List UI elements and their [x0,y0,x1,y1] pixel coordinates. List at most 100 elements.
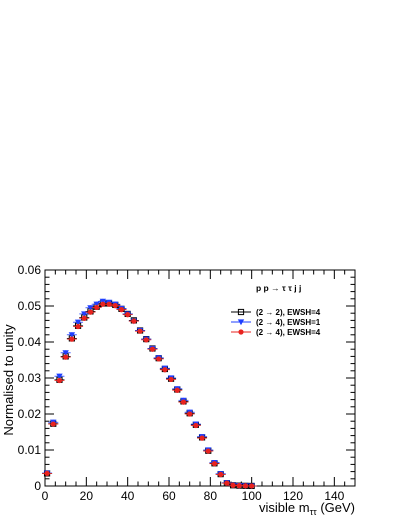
marker-triangle [81,311,88,318]
marker-circle [69,336,75,342]
data-point [230,482,236,488]
data-point [149,346,156,352]
marker-circle [218,471,224,478]
data-point [118,307,125,313]
marker-circle [249,483,255,489]
data-point [125,312,131,318]
marker-circle [94,304,100,311]
data-point [249,483,255,489]
data-point [56,377,63,384]
series-0 [42,300,257,490]
marker-circle [125,312,131,318]
x-axis-title-subscript: ττ [310,507,318,517]
data-point [81,315,87,321]
marker-circle [156,356,162,362]
series-2 [42,301,257,489]
data-point [62,350,69,356]
tick-labels: 0 20 40 60 80 100 120 140 0 0.01 0.02 0.03 0.04 0.05 0… [18,263,345,503]
data-point [211,461,218,467]
x-tick-label: 0 [42,489,49,503]
data-point [81,311,88,318]
marker-circle [193,422,199,429]
marker-circle [131,318,137,324]
marker-circle [168,376,174,383]
x-tick-label: 80 [204,489,218,503]
data-point [112,303,118,309]
data-point [187,411,193,417]
legend: (2 → 2), EWSH=4(2 → 4), EWSH=1(2 → 4), E… [231,308,321,337]
data-point [218,471,224,478]
x-tick-label: 140 [324,489,344,503]
data-point [100,301,106,307]
data-point [199,435,205,441]
marker-circle [174,387,180,393]
y-tick-label: 0.06 [18,263,42,277]
legend-entry: (2 → 2), EWSH=4 [231,308,321,317]
marker-circle [75,323,81,330]
data-point [174,387,180,393]
legend-entry: (2 → 4), EWSH=1 [231,318,321,327]
y-tick-label: 0.03 [18,371,42,385]
marker-circle [50,421,56,427]
legend-label: (2 → 4), EWSH=1 [256,318,321,327]
data-point [50,421,56,427]
data-point [87,309,94,315]
marker-circle [224,480,230,486]
marker-circle [180,399,187,405]
marker-circle [236,483,242,489]
data-point [75,323,81,330]
marker-triangle [93,301,100,308]
data-point [87,305,94,311]
marker-triangle [68,332,76,338]
y-tick-label: 0.02 [18,407,42,421]
data-point [44,470,50,476]
x-tick-label: 40 [121,489,135,503]
y-axis-title: Normalised to unity [1,324,16,436]
x-tick-label: 60 [162,489,176,503]
data-point [93,301,100,308]
series-1 [42,298,257,490]
data-point [242,483,249,489]
data-point [94,304,100,311]
data-point [131,318,137,324]
x-axis-title: visible mττ (GeV) [259,500,355,517]
data-point [63,354,69,360]
marker-circle [238,329,244,335]
marker-circle [118,307,125,313]
data-point [69,336,75,342]
marker-circle [44,470,50,476]
legend-marker [237,319,245,326]
marker-square [237,308,245,316]
y-tick-label: 0 [34,479,41,493]
marker-circle [149,346,156,352]
data-point [205,448,211,454]
data-point [156,356,162,362]
marker-triangle [237,319,245,326]
legend-marker [237,308,245,316]
marker-circle [199,435,205,441]
marker-triangle [62,350,69,356]
marker-triangle [74,319,82,326]
x-tick-label: 20 [80,489,94,503]
marker-circle [211,461,218,467]
data-point [68,332,76,338]
x-axis-title-main: visible m [259,500,310,515]
data-point [137,328,143,334]
marker-circle [143,337,149,343]
marker-circle [187,411,193,417]
legend-entry: (2 → 4), EWSH=4 [231,328,321,337]
marker-triangle [87,305,94,311]
data-point [143,337,149,343]
axes-frame [44,269,356,487]
y-tick-label: 0.04 [18,335,42,349]
y-tick-label: 0.05 [18,299,42,313]
data-point [224,480,230,486]
x-tick-label: 100 [242,489,262,503]
legend-marker [238,329,244,335]
data-point [56,373,63,380]
legend-label: (2 → 4), EWSH=4 [256,328,321,337]
data-point [74,319,82,326]
data-point [180,399,187,405]
y-tick-label: 0.01 [18,443,42,457]
